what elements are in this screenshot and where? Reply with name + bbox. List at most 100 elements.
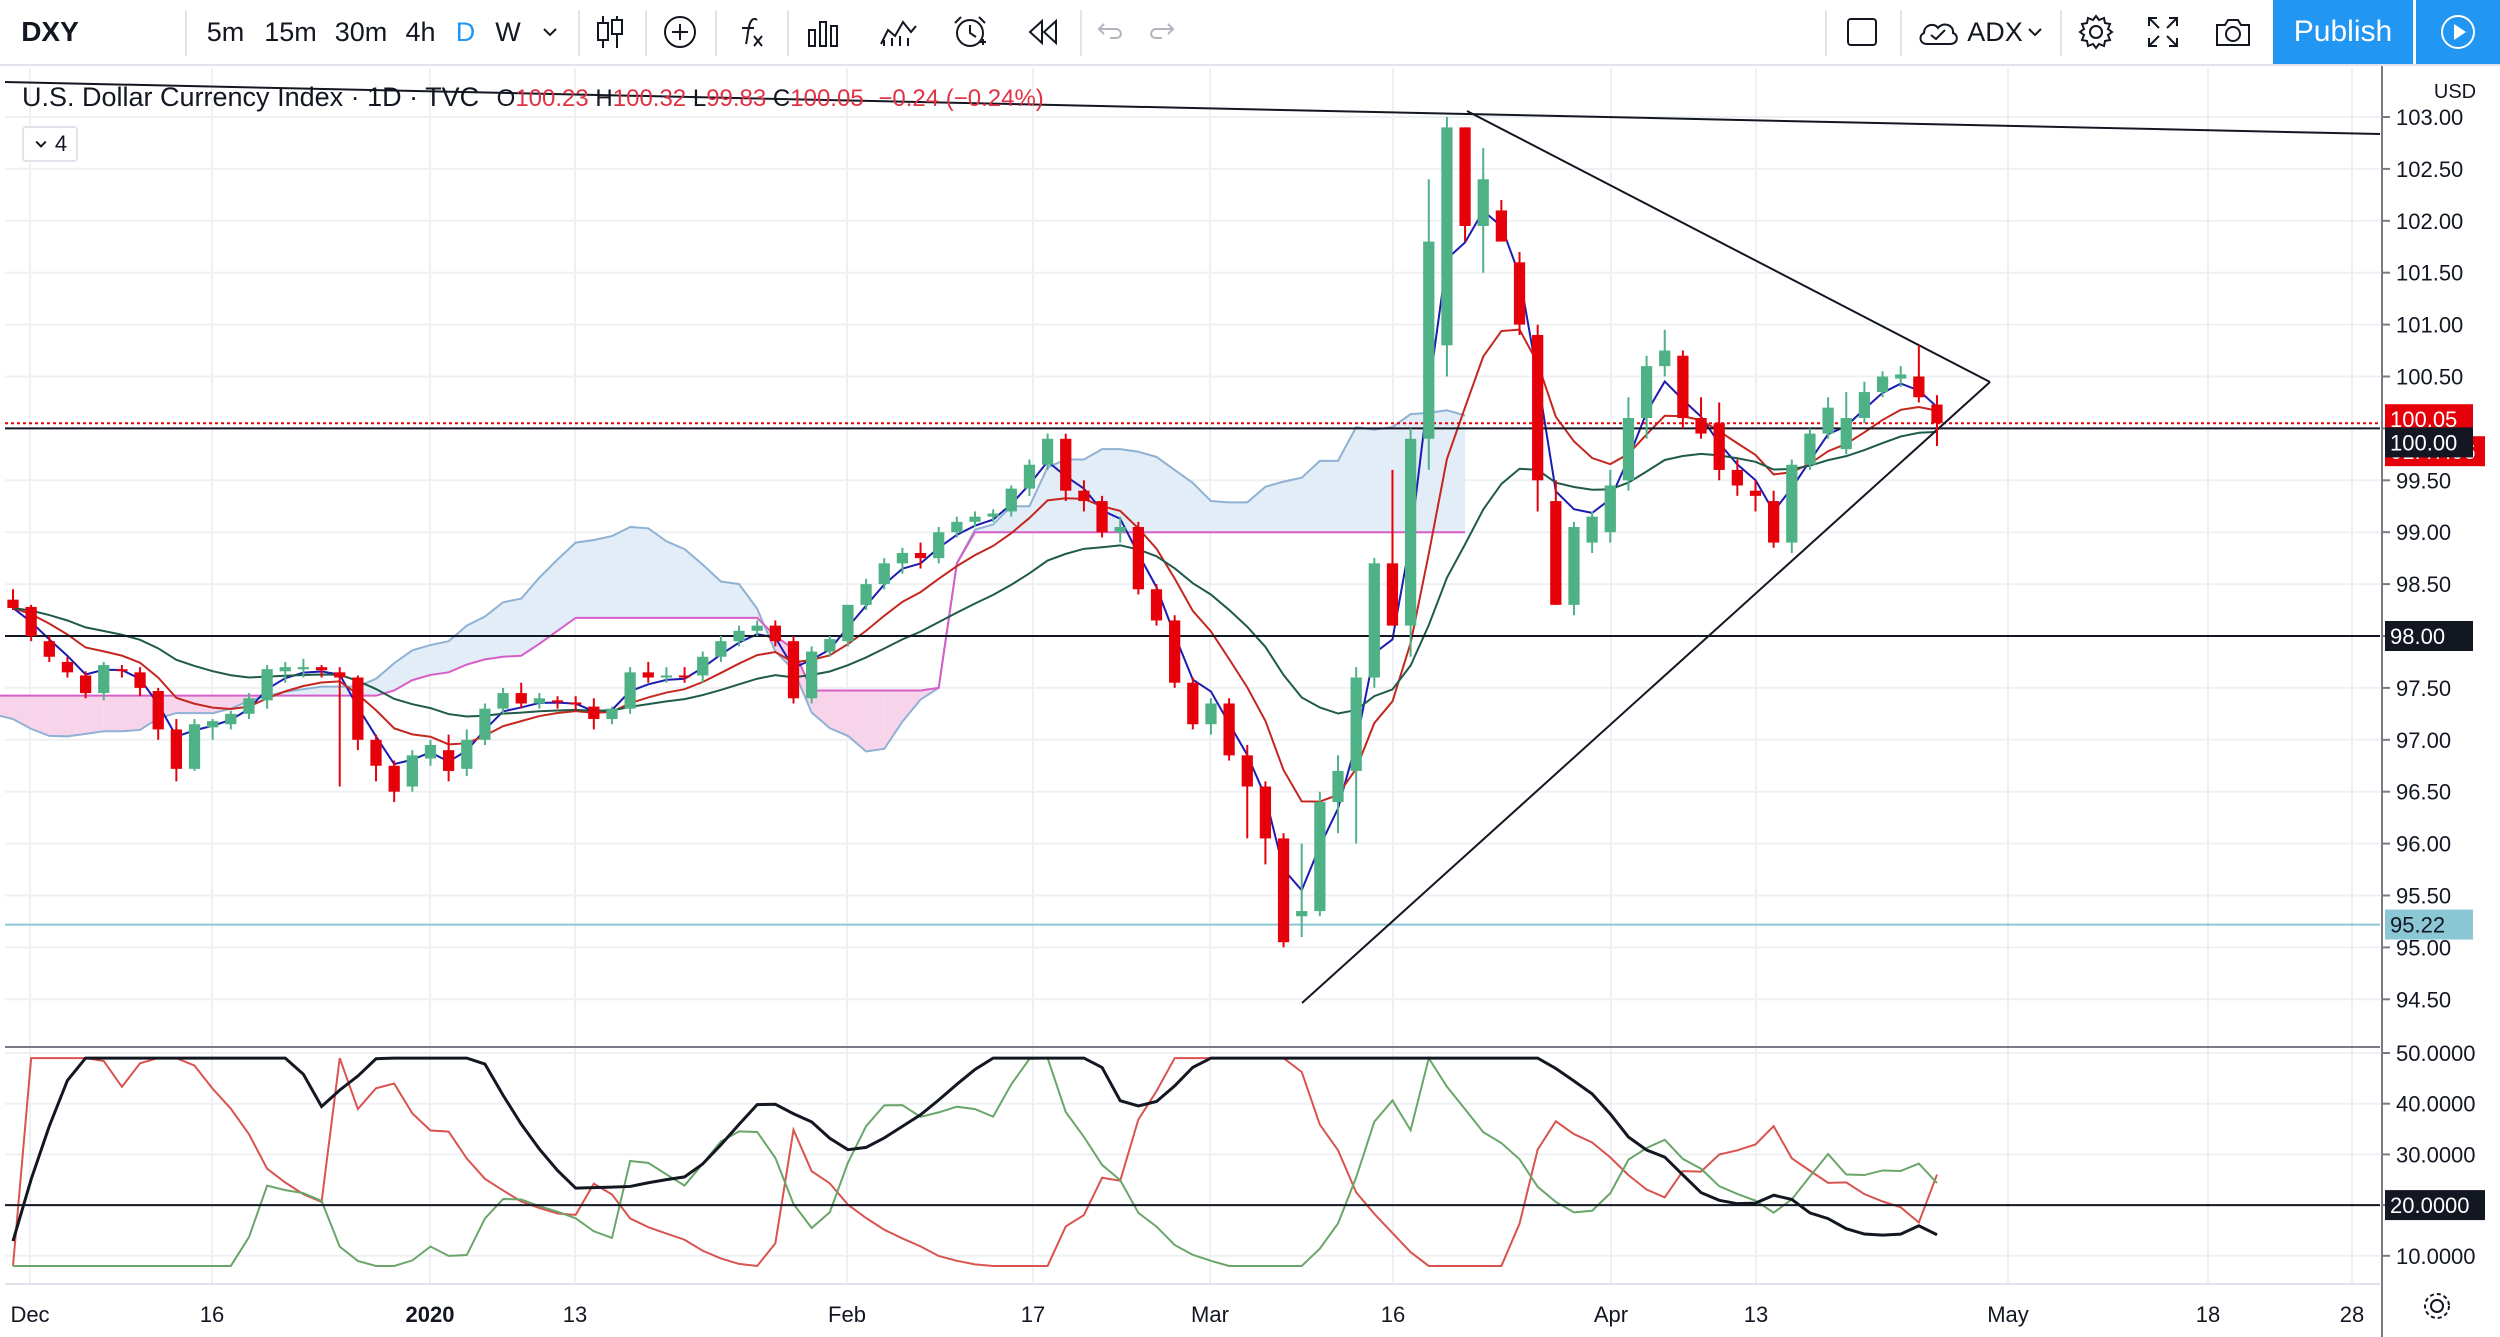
alert-button[interactable] <box>942 0 997 64</box>
chevron-down-icon <box>35 140 47 148</box>
play-icon <box>2441 15 2475 49</box>
level-98-badge: 98.00 <box>2385 621 2473 651</box>
cloud-segment <box>0 695 13 720</box>
chart-type-button[interactable] <box>585 0 635 64</box>
interval-w-button[interactable]: W <box>495 16 521 47</box>
candle-body <box>1386 563 1399 626</box>
interval-15m-button[interactable]: 15m <box>264 16 317 47</box>
change-value: −0.24 (−0.24%) <box>878 85 1044 112</box>
candle-body <box>1895 374 1907 379</box>
date-tick-label: 17 <box>1021 1302 1045 1327</box>
price-tick-label: 94.50 <box>2396 987 2451 1012</box>
candle-body <box>315 667 328 671</box>
candle-body <box>1332 770 1344 803</box>
chart-settings-gear-icon[interactable] <box>2424 1293 2450 1319</box>
date-tick-label: 13 <box>1744 1302 1768 1327</box>
cloud-segment <box>1319 460 1339 533</box>
fullscreen-button[interactable] <box>2133 0 2193 64</box>
candle-body <box>1695 418 1707 434</box>
candle-body <box>1550 501 1562 605</box>
candle-body <box>1858 392 1871 419</box>
candle-body <box>7 599 19 608</box>
adx-level-badge-bg <box>2385 1190 2485 1221</box>
replay-button[interactable] <box>1015 0 1070 64</box>
level-100-badge-bg <box>2385 427 2473 458</box>
date-tick-label: 16 <box>200 1302 224 1327</box>
replay-icon <box>1028 18 1057 46</box>
price-tick-label: 97.50 <box>2396 676 2451 701</box>
cloud-segment <box>49 695 68 737</box>
toolbar-separator <box>578 10 580 56</box>
save-cloud-button[interactable] <box>1908 0 1968 64</box>
candle-body <box>1169 620 1181 683</box>
compare-button[interactable] <box>870 0 925 64</box>
interval-d-button[interactable]: D <box>455 16 476 47</box>
candle-body <box>1296 911 1308 917</box>
candle-body <box>152 691 164 730</box>
cloud-segment <box>630 527 649 618</box>
cloud-segment <box>1374 427 1393 533</box>
low-value: 99.83 <box>706 85 767 112</box>
candle-body <box>279 667 291 672</box>
publish-dropdown-button[interactable] <box>2416 0 2500 64</box>
gear-icon-teeth <box>2424 1293 2450 1319</box>
candle-body <box>1840 418 1852 450</box>
add-indicator-button[interactable] <box>652 0 707 64</box>
candle-body <box>987 513 999 517</box>
indicators-button[interactable] <box>722 0 777 64</box>
snapshot-button[interactable] <box>2203 0 2263 64</box>
triangle-lower-line <box>1301 381 1991 1004</box>
interval-5m-button[interactable]: 5m <box>206 16 245 47</box>
candle-body <box>751 625 763 631</box>
price-tick-label: 98.50 <box>2396 572 2451 597</box>
indicator-dropdown-button[interactable] <box>2020 0 2050 64</box>
candle-body <box>1041 438 1054 465</box>
gear-icon <box>2078 14 2114 50</box>
candle-body <box>461 739 473 769</box>
redo-icon <box>1149 23 1174 39</box>
undo-button[interactable] <box>1088 0 1133 64</box>
interval-dropdown-button[interactable] <box>530 0 570 64</box>
candle-body <box>969 516 981 522</box>
date-tick-label: 13 <box>563 1302 587 1327</box>
templates-button[interactable] <box>795 0 850 64</box>
legend-title: U.S. Dollar Currency Index · 1D · TVC <box>22 82 480 112</box>
adx-tick-label: 50.0000 <box>2396 1041 2476 1066</box>
toolbar-separator <box>715 10 717 56</box>
price-tick-label: 99.50 <box>2396 468 2451 493</box>
candle-body <box>733 630 745 642</box>
candle-body <box>1495 210 1508 242</box>
camera-icon <box>2216 19 2250 46</box>
candle-body <box>1368 563 1380 678</box>
layout-button[interactable] <box>1832 0 1892 64</box>
cloud-segment <box>884 690 903 749</box>
settings-button[interactable] <box>2066 0 2126 64</box>
ma-fast-line <box>12 209 1938 893</box>
redo-button[interactable] <box>1138 0 1183 64</box>
candle-body <box>225 713 237 725</box>
indicators-toggle-button[interactable]: 4 <box>22 126 78 162</box>
cloud-segment <box>720 581 740 618</box>
symbol-search-button[interactable]: DXY <box>21 16 79 47</box>
cloud-icon <box>1919 23 1958 45</box>
date-tick-label: Apr <box>1594 1302 1628 1327</box>
candle-body <box>1804 433 1816 465</box>
cloud-segment <box>1356 427 1375 533</box>
candle-body <box>1241 755 1253 787</box>
cloud-segment <box>829 690 848 736</box>
candle-body <box>1259 786 1272 839</box>
cloud-segment <box>539 559 558 644</box>
candle-body <box>61 661 74 673</box>
candle-body <box>134 672 146 688</box>
cloud-segment <box>484 602 504 660</box>
indicator-select[interactable]: ADX <box>1967 16 2023 47</box>
candle-body <box>951 521 963 533</box>
publish-button[interactable]: Publish <box>2273 0 2413 64</box>
interval-30m-button[interactable]: 30m <box>334 16 388 47</box>
candle-body <box>715 641 727 657</box>
interval-4h-button[interactable]: 4h <box>405 16 436 47</box>
candle-body <box>25 606 37 636</box>
candle-body <box>806 651 818 699</box>
